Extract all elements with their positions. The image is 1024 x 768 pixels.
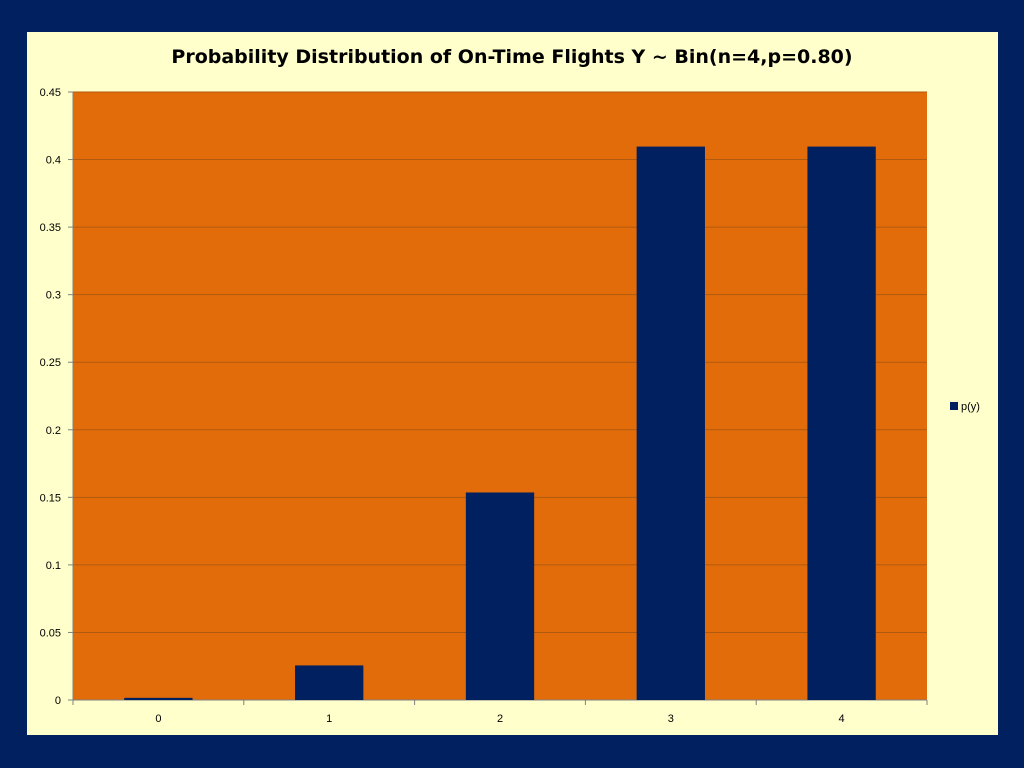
y-tick-label: 0.2 (46, 425, 61, 437)
y-tick-label: 0 (55, 695, 61, 707)
legend: p(y) (950, 401, 980, 413)
bar-4 (807, 146, 876, 700)
bar-2 (465, 492, 535, 700)
x-tick-label: 3 (668, 713, 674, 725)
y-tick-label: 0.4 (46, 155, 61, 167)
y-tick-label: 0.45 (40, 87, 61, 99)
legend-swatch (950, 402, 958, 410)
y-tick-label: 0.25 (40, 357, 61, 369)
bar-0 (124, 697, 193, 700)
x-tick-label: 0 (155, 713, 161, 725)
y-tick-label: 0.35 (40, 222, 61, 234)
y-tick-label: 0.3 (46, 290, 61, 302)
bar-3 (636, 146, 705, 700)
y-tick-labels: 0 0.05 0.1 0.15 0.2 0.25 0.3 0.35 0.4 0.45 (40, 87, 61, 707)
chart-title: Probability Distribution of On-Time Flig… (171, 46, 853, 68)
x-tick-label: 2 (497, 713, 503, 725)
legend-label: p(y) (961, 401, 980, 413)
y-tick-label: 0.15 (40, 492, 61, 504)
x-tick-label: 1 (326, 713, 332, 725)
y-tick-label: 0.1 (46, 560, 61, 572)
y-tick-label: 0.05 (40, 627, 61, 639)
bars (124, 146, 876, 700)
x-tick-labels: 0 1 2 3 4 (155, 713, 844, 725)
x-tick-label: 4 (839, 713, 845, 725)
bar-1 (295, 665, 364, 700)
